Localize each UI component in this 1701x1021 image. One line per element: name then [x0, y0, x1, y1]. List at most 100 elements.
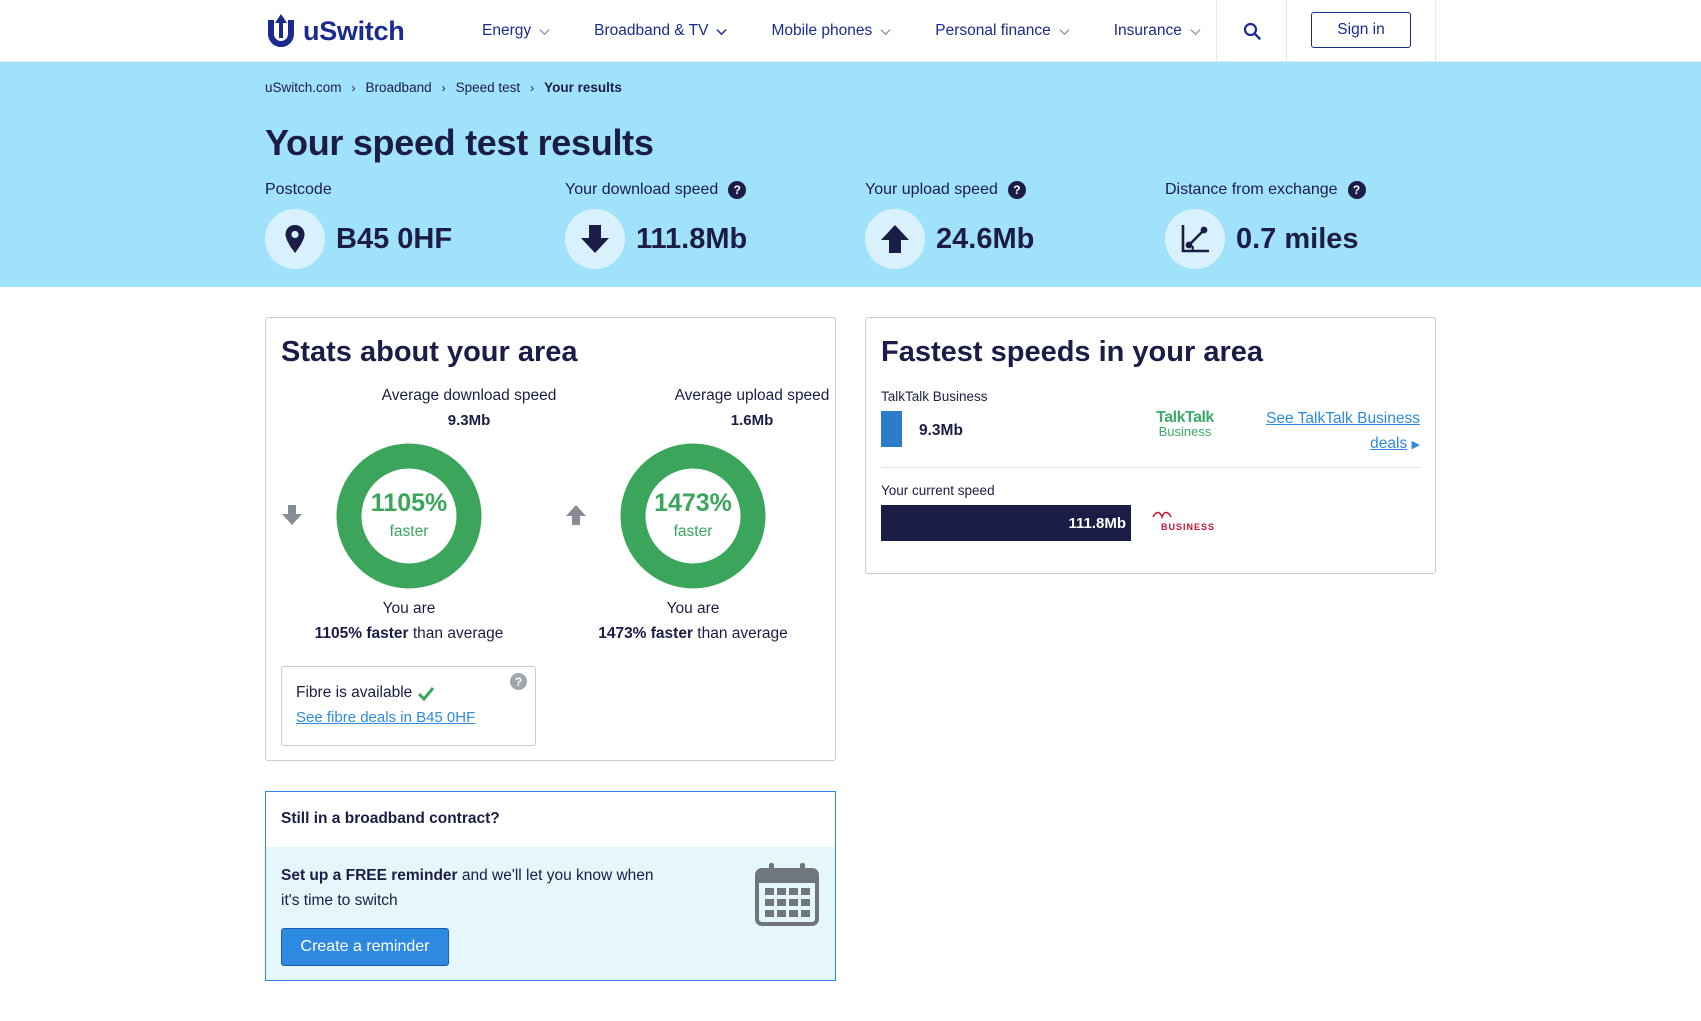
- divider: [881, 467, 1421, 468]
- upload-summary: You are 1473% faster than average: [583, 596, 803, 646]
- nav-item-label: Insurance: [1113, 22, 1182, 39]
- link-text: See TalkTalk Business: [1266, 410, 1420, 427]
- average-upload-label: Average upload speed: [674, 387, 830, 404]
- search-button[interactable]: [1217, 0, 1287, 62]
- nav-item-energy[interactable]: Energy: [482, 22, 550, 40]
- nav-item-personal-finance[interactable]: Personal finance: [935, 22, 1070, 40]
- fibre-status-text: Fibre is available: [296, 684, 413, 701]
- upload-percent-sub: faster: [673, 523, 713, 540]
- uswitch-logo[interactable]: uSwitch: [265, 14, 405, 48]
- chevron-right-icon: ›: [441, 80, 446, 95]
- reminder-text-rest: and we'll let you know when it's time to…: [281, 867, 654, 909]
- download-ring: 1105% faster: [336, 443, 482, 589]
- breadcrumb: uSwitch.com › Broadband › Speed test › Y…: [265, 80, 622, 95]
- stat-value-upload: 24.6Mb: [936, 222, 1035, 255]
- download-comparison: Average download speed 9.3Mb: [359, 387, 579, 429]
- talktalk-business-logo: TalkTalk Business: [1150, 409, 1220, 439]
- sign-in-button[interactable]: Sign in: [1311, 12, 1411, 48]
- current-speed-bar: 111.8Mb: [881, 505, 1131, 541]
- chevron-down-icon: [880, 28, 891, 35]
- upload-ring: 1473% faster: [620, 443, 766, 589]
- stat-postcode: Postcode B45 0HF: [265, 180, 452, 269]
- area-stats-card: Stats about your area Average download s…: [265, 317, 836, 761]
- chevron-down-icon: [539, 28, 550, 35]
- ring-graphic: [620, 443, 766, 589]
- nav-divider: [1216, 0, 1217, 62]
- nav-divider: [1435, 0, 1436, 62]
- download-percent: 1105%: [370, 489, 448, 517]
- stat-value-distance: 0.7 miles: [1236, 222, 1359, 255]
- distance-icon: [1165, 209, 1225, 269]
- chevron-right-icon: ›: [530, 80, 535, 95]
- main-nav: Energy Broadband & TV Mobile phones Pers…: [482, 0, 1245, 62]
- card-title: Fastest speeds in your area: [881, 336, 1263, 368]
- nav-divider: [1286, 0, 1287, 62]
- create-reminder-button[interactable]: Create a reminder: [281, 928, 449, 966]
- logo-line: TalkTalk: [1156, 409, 1214, 426]
- calendar-icon: [755, 863, 819, 926]
- breadcrumb-item-broadband[interactable]: Broadband: [365, 80, 432, 95]
- breadcrumb-item-speed-test[interactable]: Speed test: [455, 80, 521, 95]
- help-icon[interactable]: ?: [728, 181, 747, 199]
- fibre-availability-box: Fibre is available See fibre deals in B4…: [281, 666, 536, 746]
- upload-arrow-icon: [566, 505, 586, 525]
- chevron-down-icon: [716, 28, 728, 35]
- stat-upload-speed: Your upload speed ? 24.6Mb: [865, 180, 1034, 269]
- stat-value-download: 111.8Mb: [636, 222, 748, 255]
- download-arrow-icon: [282, 505, 302, 525]
- reminder-text-bold: Set up a FREE reminder: [281, 867, 458, 884]
- location-pin-icon: [265, 209, 325, 269]
- stat-distance-from-exchange: Distance from exchange ? 0.7 miles: [1165, 180, 1366, 269]
- virgin-media-logo-icon: [1152, 511, 1172, 520]
- talktalk-deals-link[interactable]: See TalkTalk Business deals ▶: [1266, 406, 1420, 458]
- stat-label-text: Distance from exchange: [1165, 181, 1338, 198]
- nav-item-label: Mobile phones: [771, 22, 873, 39]
- results-hero: uSwitch.com › Broadband › Speed test › Y…: [0, 62, 1701, 287]
- summary-lead: You are: [666, 600, 720, 617]
- summary-bold: 1473% faster: [598, 625, 693, 642]
- stat-value-postcode: B45 0HF: [336, 222, 453, 255]
- nav-item-mobile-phones[interactable]: Mobile phones: [771, 22, 891, 40]
- play-arrow-icon: ▶: [1411, 439, 1420, 451]
- card-title: Stats about your area: [281, 336, 578, 368]
- nav-item-label: Personal finance: [935, 22, 1051, 39]
- help-icon[interactable]: ?: [1347, 181, 1366, 199]
- stat-label: Postcode: [265, 180, 452, 200]
- breadcrumb-item-home[interactable]: uSwitch.com: [265, 80, 342, 95]
- logo-text: BUSINESS: [1161, 522, 1216, 532]
- average-download-label: Average download speed: [381, 387, 557, 404]
- ring-graphic: [336, 443, 482, 589]
- stat-label-text: Your download speed: [565, 181, 719, 198]
- nav-item-broadband-tv[interactable]: Broadband & TV: [594, 22, 728, 40]
- reminder-body: Set up a FREE reminder and we'll let you…: [266, 847, 835, 980]
- current-speed-label: Your current speed: [881, 483, 995, 498]
- chevron-down-icon: [1190, 28, 1201, 35]
- search-icon: [1243, 22, 1261, 40]
- download-summary: You are 1105% faster than average: [299, 596, 519, 646]
- average-download-value: 9.3Mb: [447, 412, 491, 429]
- contract-reminder-panel: Still in a broadband contract? Set up a …: [265, 791, 836, 981]
- page-title: Your speed test results: [265, 122, 654, 163]
- reminder-text: Set up a FREE reminder and we'll let you…: [281, 863, 666, 913]
- summary-rest: than average: [693, 625, 788, 642]
- nav-item-label: Broadband & TV: [594, 22, 709, 39]
- stat-label: Distance from exchange ?: [1165, 180, 1366, 200]
- upload-arrow-icon: [865, 209, 925, 269]
- provider-name: TalkTalk Business: [881, 389, 988, 404]
- chevron-down-icon: [1059, 28, 1070, 35]
- current-speed-value: 111.8Mb: [1068, 515, 1126, 532]
- upload-comparison: Average upload speed 1.6Mb: [642, 387, 862, 429]
- chevron-right-icon: ›: [351, 80, 356, 95]
- nav-item-label: Energy: [482, 22, 532, 39]
- fibre-deals-link[interactable]: See fibre deals in B45 0HF: [296, 709, 476, 726]
- link-text: deals: [1370, 435, 1408, 452]
- help-icon[interactable]: ?: [1007, 181, 1026, 199]
- nav-item-insurance[interactable]: Insurance: [1114, 22, 1201, 40]
- site-header: uSwitch Energy Broadband & TV Mobile pho…: [0, 0, 1701, 62]
- stat-label: Your upload speed ?: [865, 180, 1034, 200]
- logo-line: Business: [1158, 424, 1212, 439]
- stat-label: Your download speed ?: [565, 180, 747, 200]
- summary-lead: You are: [382, 600, 436, 617]
- help-icon[interactable]: ?: [510, 673, 527, 690]
- summary-bold: 1105% faster: [314, 625, 409, 642]
